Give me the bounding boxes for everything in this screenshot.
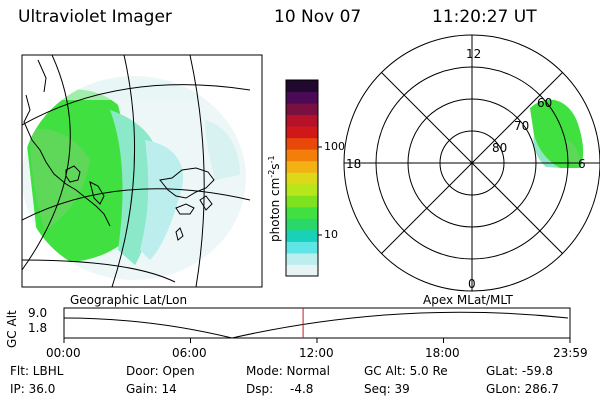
apex-panel-label: Apex MLat/MLT: [423, 293, 513, 307]
colorbar-tick-10: 10: [324, 228, 338, 241]
info-gain: Gain: 14: [126, 382, 177, 396]
header-time: 11:20:27 UT: [432, 7, 537, 27]
mlt-label-12: 12: [466, 47, 482, 61]
colorbar-segment: [286, 149, 318, 162]
altitude-ytick-low: 1.8: [28, 321, 48, 335]
altitude-ytick-high: 9.0: [28, 306, 48, 320]
info-seq: Seq: 39: [364, 382, 410, 396]
colorbar-segment: [286, 160, 318, 173]
header-title: Ultraviolet Imager: [18, 7, 172, 27]
colorbar-segment: [286, 114, 318, 127]
colorbar-segment: [286, 264, 318, 277]
info-gc-alt: GC Alt: 5.0 Re: [364, 364, 448, 378]
colorbar-segment: [286, 80, 318, 93]
colorbar-segment: [286, 195, 318, 208]
colorbar-segment: [286, 229, 318, 242]
geographic-image: [21, 54, 263, 288]
colorbar-segment: [286, 183, 318, 196]
altitude-plot: [63, 307, 571, 343]
altitude-xtick-0000: 00:00: [46, 346, 81, 360]
altitude-xtick-1200: 12:00: [299, 346, 334, 360]
info-mode: Mode: Normal: [246, 364, 330, 378]
colorbar-segment: [286, 241, 318, 254]
altitude-xtick-2359: 23:59: [553, 346, 588, 360]
altitude-xtick-1800: 18:00: [425, 346, 460, 360]
colorbar-segment: [286, 172, 318, 185]
colorbar-segment: [286, 218, 318, 231]
mlat-label-60: 60: [537, 96, 553, 110]
info-dsp-value: -4.8: [290, 382, 314, 396]
mlt-label-6: 6: [578, 157, 586, 171]
geographic-panel-label: Geographic Lat/Lon: [70, 293, 188, 307]
info-door: Door: Open: [126, 364, 195, 378]
info-glat: GLat: -59.8: [486, 364, 553, 378]
mlt-label-0: 0: [468, 277, 476, 291]
colorbar-segment: [286, 206, 318, 219]
mlt-label-18: 18: [346, 157, 362, 171]
info-glon: GLon: 286.7: [486, 382, 559, 396]
colorbar-segment: [286, 91, 318, 104]
info-dsp-label: Dsp:: [246, 382, 274, 396]
altitude-xtick-0600: 06:00: [172, 346, 207, 360]
colorbar-tick-100: 100: [324, 140, 345, 153]
mlat-label-80: 80: [492, 141, 508, 155]
info-filter: Flt: LBHL: [10, 364, 64, 378]
header-date: 10 Nov 07: [274, 7, 362, 27]
colorbar-frame: [285, 79, 319, 277]
colorbar-label: photon cm-2s-1: [267, 155, 282, 242]
polar-plot: [343, 34, 600, 292]
mlat-label-70: 70: [514, 119, 530, 133]
colorbar-segment: [286, 103, 318, 116]
colorbar-segment: [286, 126, 318, 139]
altitude-ylabel: GC Alt: [5, 310, 19, 348]
colorbar: [285, 79, 319, 277]
colorbar-segment: [286, 252, 318, 265]
info-ip: IP: 36.0: [10, 382, 56, 396]
colorbar-segment: [286, 137, 318, 150]
